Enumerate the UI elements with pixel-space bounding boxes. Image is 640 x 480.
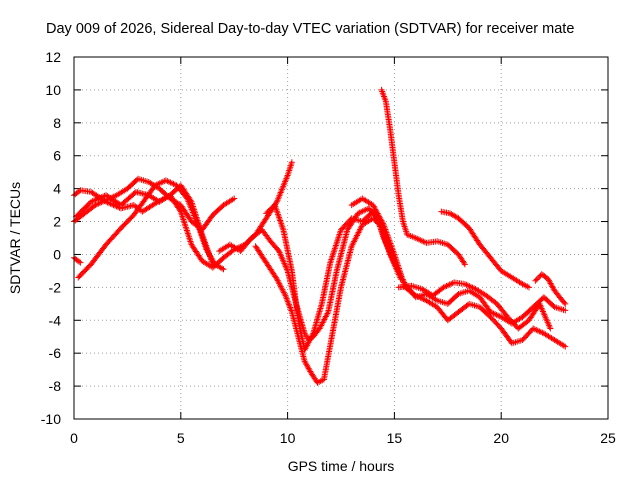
x-tick-label: 20 xyxy=(493,430,509,446)
data-point xyxy=(525,284,532,291)
data-point xyxy=(562,343,569,350)
chart-title: Day 009 of 2026, Sidereal Day-to-day VTE… xyxy=(46,21,574,37)
y-tick-label: 2 xyxy=(53,214,61,230)
data-point xyxy=(532,277,539,284)
y-tick-label: -10 xyxy=(41,411,61,427)
data-point xyxy=(286,303,293,310)
data-point xyxy=(209,261,216,268)
data-point xyxy=(281,291,288,298)
data-point xyxy=(110,202,117,209)
data-point xyxy=(287,306,294,313)
data-point xyxy=(219,265,226,272)
data-point xyxy=(109,201,116,208)
data-point xyxy=(283,295,290,302)
data-point xyxy=(287,304,294,311)
data-point xyxy=(77,259,84,266)
data-point xyxy=(94,196,101,203)
y-tick-label: 12 xyxy=(45,49,61,65)
data-point xyxy=(534,275,541,282)
data-point xyxy=(562,300,569,307)
data-point xyxy=(285,301,292,308)
data-point xyxy=(324,310,331,317)
y-tick-label: 4 xyxy=(53,181,61,197)
data-point xyxy=(231,195,238,202)
data-point xyxy=(288,307,295,314)
x-tick-label: 0 xyxy=(70,430,78,446)
x-tick-label: 15 xyxy=(387,430,403,446)
series-trace-2 xyxy=(71,175,238,233)
data-point xyxy=(95,195,102,202)
data-point xyxy=(76,258,83,265)
y-tick-label: 8 xyxy=(53,115,61,131)
y-axis-label: SDTVAR / TECUs xyxy=(7,182,23,294)
data-point xyxy=(98,194,105,201)
data-point xyxy=(97,194,104,201)
data-point xyxy=(309,331,316,338)
data-points xyxy=(71,86,569,386)
data-point xyxy=(285,300,292,307)
y-tick-label: 0 xyxy=(53,246,61,262)
data-point xyxy=(107,200,114,207)
y-tick-label: 10 xyxy=(45,82,61,98)
data-point xyxy=(379,220,386,227)
series-trace-12 xyxy=(395,279,554,332)
data-point xyxy=(460,259,467,266)
x-axis-label: GPS time / hours xyxy=(288,458,395,474)
data-point xyxy=(89,198,96,205)
data-point xyxy=(88,198,95,205)
y-tick-label: -4 xyxy=(49,312,62,328)
series-trace-4 xyxy=(73,182,216,268)
data-point xyxy=(91,197,98,204)
x-tick-label: 10 xyxy=(280,430,296,446)
series-trace-13 xyxy=(532,271,569,307)
data-point xyxy=(92,196,99,203)
series-trace-9 xyxy=(348,195,569,350)
data-point xyxy=(461,261,468,268)
data-point xyxy=(533,276,540,283)
data-point xyxy=(561,299,568,306)
y-tick-label: -6 xyxy=(49,345,62,361)
series-trace-10 xyxy=(378,86,468,268)
plot-frame xyxy=(73,56,609,420)
data-point xyxy=(547,325,554,332)
series-trace-11 xyxy=(438,208,532,291)
data-point xyxy=(284,297,291,304)
data-point xyxy=(112,202,119,209)
data-point xyxy=(536,273,543,280)
y-tick-labels: -10 -8 -6 -4 -2 0 2 4 6 8 10 12 xyxy=(41,49,61,427)
x-tick-label: 25 xyxy=(600,430,616,446)
y-tick-label: 6 xyxy=(53,148,61,164)
data-point xyxy=(187,197,194,204)
data-point xyxy=(562,307,569,314)
x-tick-labels: 0 5 10 15 20 25 xyxy=(70,430,616,446)
y-tick-label: -8 xyxy=(49,378,62,394)
data-point xyxy=(282,292,289,299)
data-point xyxy=(220,266,227,273)
data-point xyxy=(288,159,295,166)
y-tick-label: -2 xyxy=(49,279,62,295)
data-point xyxy=(283,294,290,301)
data-point xyxy=(284,298,291,305)
x-tick-label: 5 xyxy=(177,430,185,446)
